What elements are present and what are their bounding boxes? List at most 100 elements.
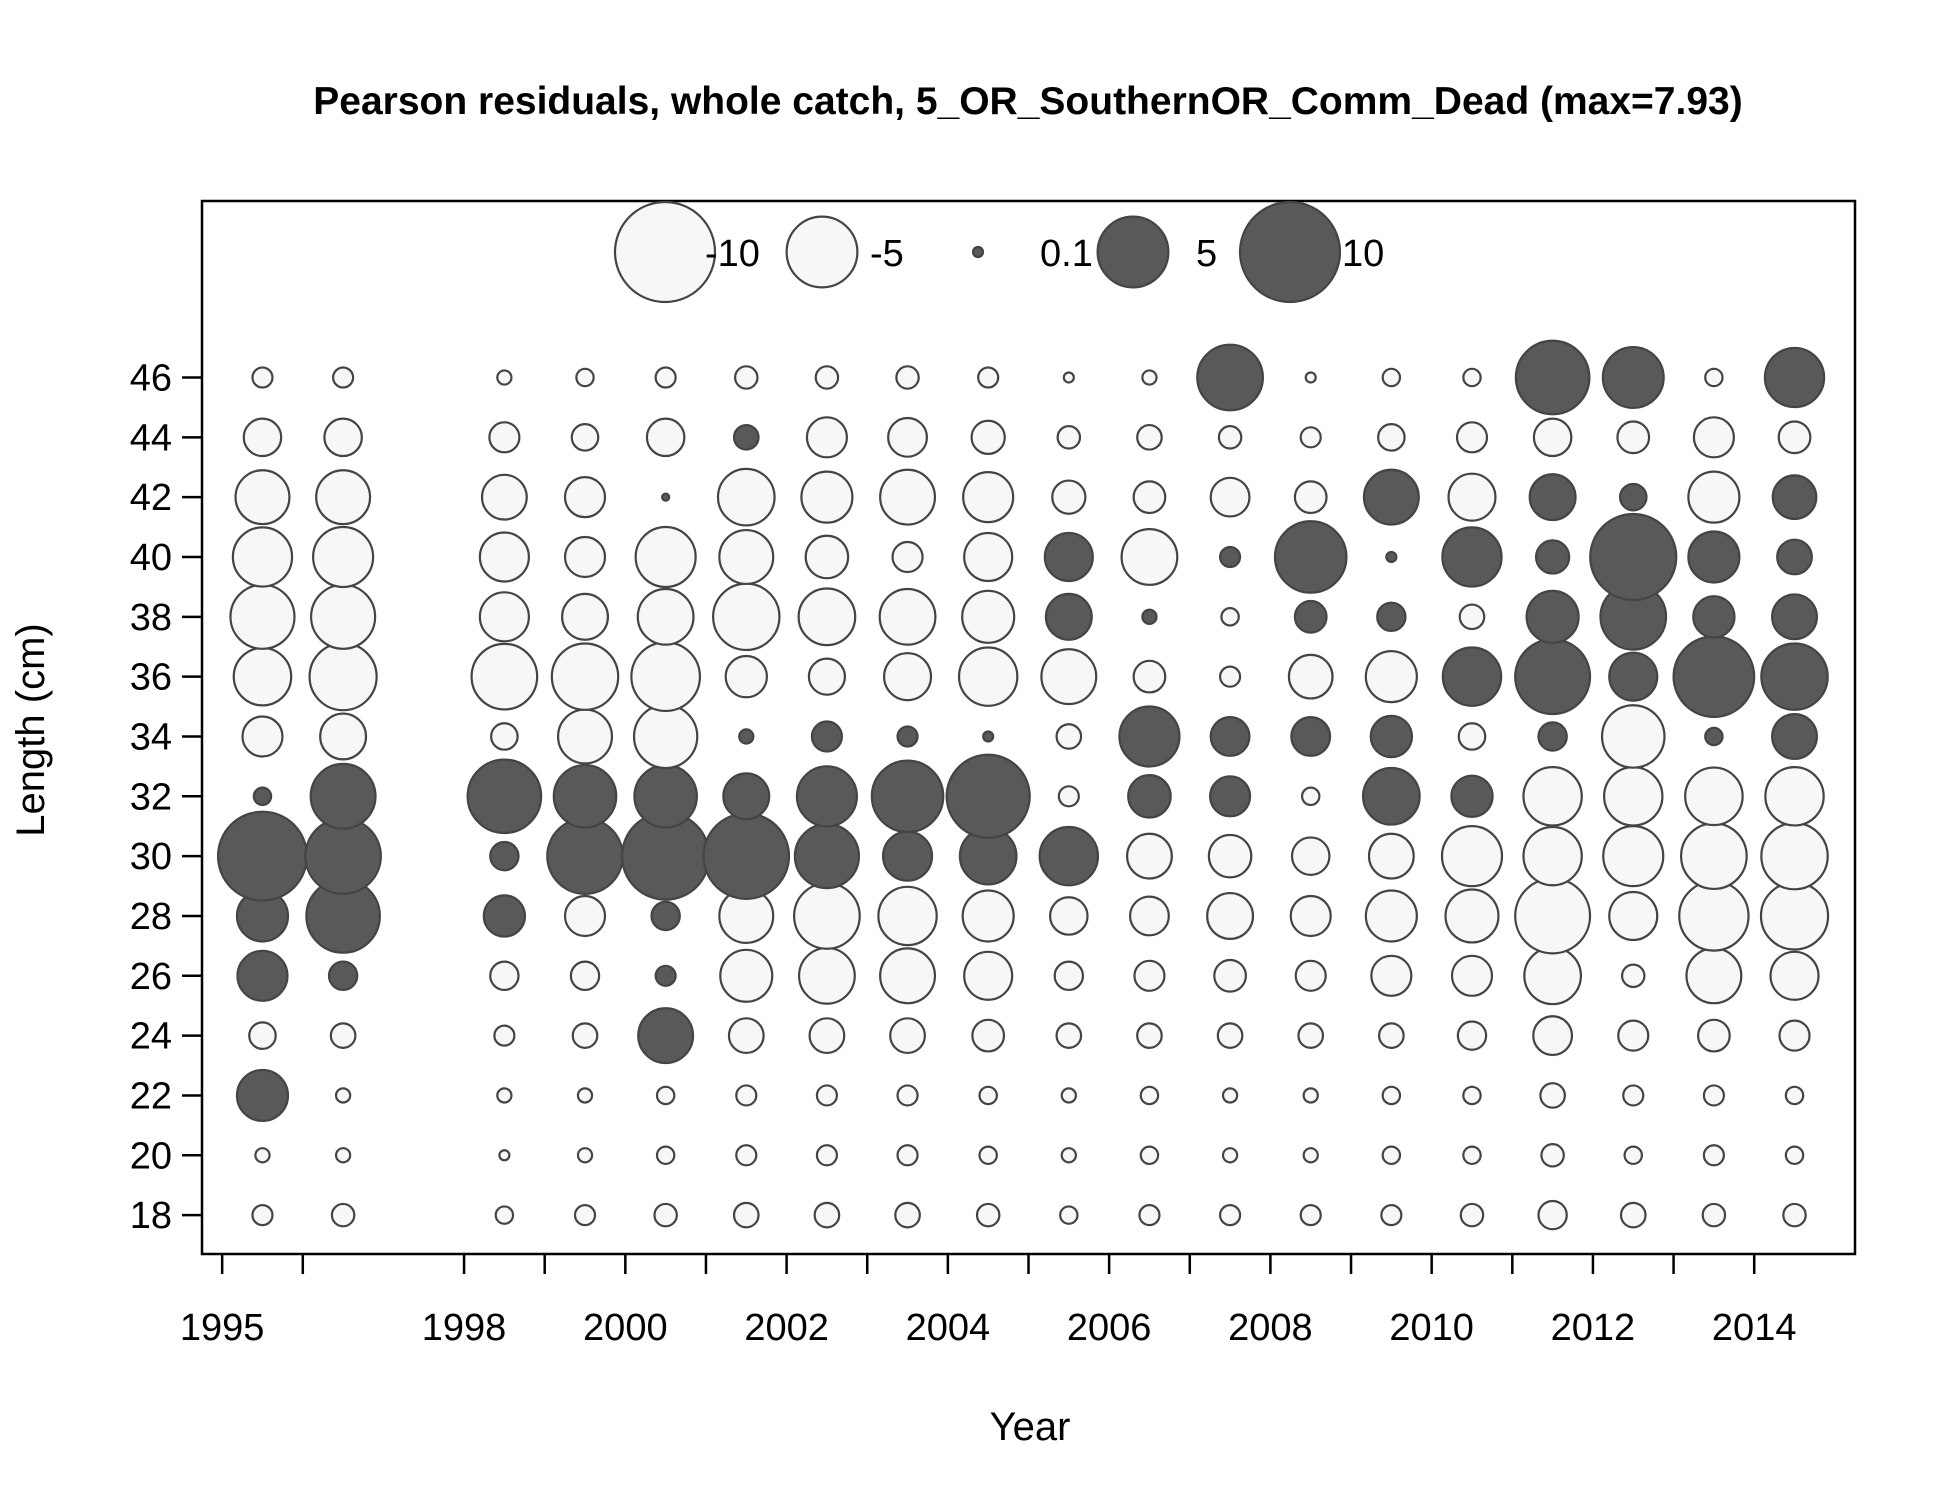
- residual-bubble: [1127, 773, 1172, 819]
- residual-bubble: [661, 492, 671, 502]
- residual-bubble: [975, 1202, 1001, 1228]
- residual-bubble: [1125, 832, 1173, 880]
- residual-bubble: [251, 1204, 274, 1227]
- residual-bubble: [242, 417, 283, 458]
- residual-bubble: [1053, 960, 1085, 992]
- residual-bubble: [232, 646, 293, 707]
- residual-bubble: [654, 366, 677, 389]
- residual-bubble: [896, 725, 919, 748]
- residual-bubble: [1704, 367, 1724, 388]
- residual-bubble: [482, 894, 527, 938]
- x-axis-label: Year: [990, 1405, 1071, 1449]
- residual-bubble: [978, 1145, 998, 1166]
- residual-bubble: [734, 365, 759, 390]
- residual-bubble: [1206, 891, 1255, 940]
- residual-bubble: [1782, 1202, 1807, 1228]
- x-tick-label: 2010: [1389, 1307, 1474, 1349]
- legend-label: -5: [870, 233, 904, 275]
- x-tick-label: 1998: [422, 1307, 507, 1349]
- y-tick-label: 22: [130, 1075, 172, 1117]
- residual-bubble: [1444, 888, 1500, 944]
- residual-bubble: [655, 1085, 676, 1106]
- residual-bubble: [1450, 954, 1494, 997]
- residual-bubble: [309, 762, 377, 830]
- residual-bubble: [1692, 595, 1736, 639]
- y-axis-label: Length (cm): [9, 623, 53, 836]
- residual-bubble: [735, 1084, 758, 1107]
- residual-bubble: [1216, 1022, 1244, 1049]
- y-tick-label: 20: [130, 1135, 172, 1177]
- residual-bubble: [1136, 423, 1163, 451]
- residual-bubble: [334, 1087, 352, 1104]
- residual-bubble: [252, 786, 273, 807]
- residual-bubble: [1687, 470, 1741, 524]
- residual-bubble: [1128, 895, 1170, 937]
- legend-label: -10: [705, 233, 760, 275]
- residual-bubble: [797, 587, 857, 647]
- residual-bubble: [1760, 642, 1829, 711]
- residual-bubble: [1680, 822, 1748, 891]
- residual-bubble: [1537, 1199, 1568, 1231]
- residual-bubble: [645, 417, 686, 458]
- residual-bubble: [719, 948, 774, 1003]
- residual-bubble: [550, 642, 620, 711]
- residual-bubble: [1534, 539, 1571, 575]
- residual-bubble: [1684, 766, 1744, 827]
- residual-bubble: [1207, 833, 1253, 879]
- residual-bubble: [814, 365, 840, 390]
- residual-bubble: [1685, 947, 1743, 1005]
- residual-bubble: [894, 1201, 921, 1229]
- legend-bubble: [971, 245, 985, 259]
- y-tick-label: 28: [130, 896, 172, 938]
- residual-bubble: [738, 728, 755, 745]
- residual-bubble: [1056, 425, 1082, 450]
- residual-bubble: [229, 583, 296, 650]
- y-tick-label: 24: [130, 1016, 172, 1058]
- residual-bubble: [1672, 635, 1756, 719]
- residual-bubble: [1273, 520, 1348, 594]
- residual-bubble: [1441, 646, 1503, 707]
- residual-bubble: [1364, 889, 1418, 943]
- y-tick-label: 26: [130, 956, 172, 998]
- residual-bubble: [1616, 420, 1651, 455]
- residual-bubble: [1060, 1087, 1077, 1104]
- residual-bubble: [1514, 877, 1592, 955]
- residual-bubble: [1608, 890, 1659, 942]
- legend-label: 10: [1342, 233, 1384, 275]
- residual-bubble: [1532, 1015, 1574, 1057]
- residual-bubble: [1209, 716, 1251, 757]
- residual-bubble: [493, 1024, 516, 1047]
- y-tick-label: 44: [130, 417, 172, 459]
- legend-label: 5: [1196, 233, 1217, 275]
- x-tick-label: 1995: [180, 1307, 265, 1349]
- residual-bubble: [970, 419, 1006, 456]
- residual-bubble: [1771, 713, 1818, 760]
- residual-bubble: [630, 641, 702, 713]
- x-tick-label: 2002: [744, 1307, 829, 1349]
- residual-bubble: [1602, 825, 1665, 888]
- residual-bubble: [808, 1017, 846, 1055]
- residual-bubble: [1362, 468, 1420, 526]
- residual-bubble: [727, 1017, 765, 1055]
- residual-bubble: [1539, 1082, 1566, 1109]
- residual-bubble: [480, 473, 528, 521]
- residual-bubble: [1141, 369, 1158, 386]
- residual-bubble: [1299, 1204, 1322, 1227]
- residual-bubble: [735, 1144, 758, 1167]
- residual-bubble: [1289, 894, 1332, 938]
- residual-bubble: [1702, 1144, 1725, 1167]
- residual-bubble: [722, 772, 771, 821]
- residual-bubble: [1678, 880, 1750, 952]
- residual-bubble: [1043, 531, 1094, 583]
- residual-bubble: [1060, 1147, 1077, 1164]
- residual-bubble: [1290, 836, 1331, 876]
- residual-bubble: [498, 1149, 511, 1162]
- residual-bubble: [1441, 526, 1503, 588]
- residual-bubble: [1139, 1145, 1160, 1166]
- residual-bubble: [251, 366, 274, 389]
- residual-bubble: [961, 889, 1015, 943]
- residual-bubble: [795, 765, 859, 828]
- residual-bubble: [1132, 480, 1167, 515]
- residual-bubble: [1696, 1018, 1731, 1053]
